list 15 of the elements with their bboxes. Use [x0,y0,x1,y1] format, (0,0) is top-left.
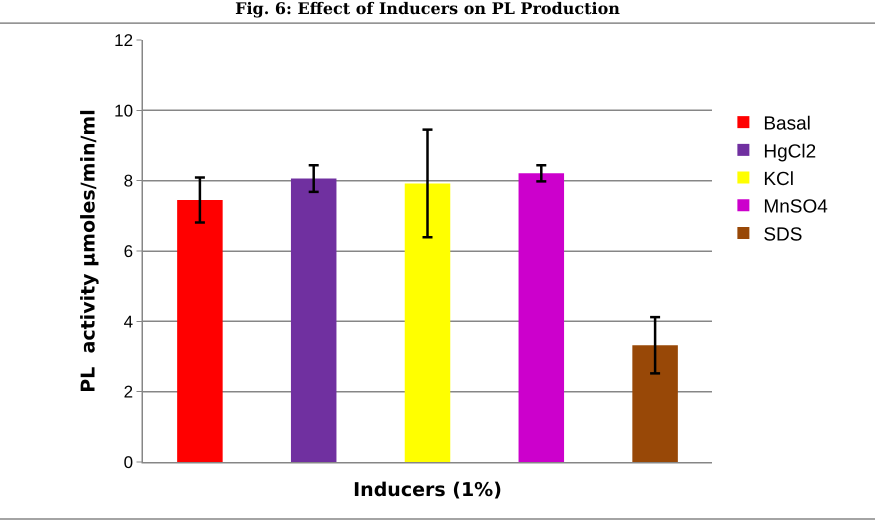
legend-label: HgCl2 [763,141,816,162]
y-tick-label: 6 [124,242,134,261]
y-tick-label: 0 [124,452,134,472]
y-tick-label: 4 [124,312,134,332]
y-tick-label: 10 [114,101,134,120]
x-axis-title: Inducers (1%) [353,479,502,502]
y-tick-label: 8 [124,172,134,191]
y-tick-label: 2 [124,382,134,402]
y-axis-title: PL activity µmoles/min/ml [77,109,100,393]
y-tick-label: 12 [114,30,134,50]
legend-label: Basal [763,114,811,135]
legend-label: KCl [763,168,794,190]
legend-label: MnSO4 [763,196,828,218]
chart-title: Fig. 6: Effect of Inducers on PL Production [235,0,620,18]
legend-label: SDS [763,224,802,246]
